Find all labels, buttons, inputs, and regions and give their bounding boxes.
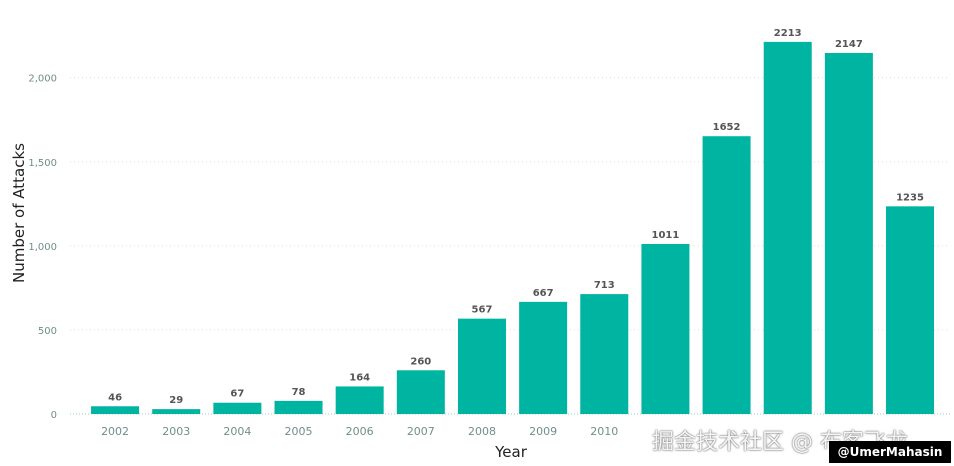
bar-2010 [580, 294, 629, 414]
data-label: 46 [108, 392, 122, 403]
x-tick-label: 2003 [162, 425, 190, 438]
data-label: 1652 [713, 122, 741, 133]
data-label: 1235 [896, 192, 924, 203]
gridlines [70, 77, 950, 415]
y-axis-title: Number of Attacks [10, 143, 28, 283]
bar-2006 [335, 386, 384, 414]
bars [91, 41, 935, 415]
x-tick-label: 2007 [407, 425, 435, 438]
data-labels: 46 29 67 78 164 260 567 667 713 1011 1652 2213 2147 1… [108, 28, 924, 406]
x-tick-label: 2009 [529, 425, 557, 438]
data-label: 2213 [774, 28, 802, 39]
data-label: 67 [230, 389, 244, 400]
x-tick-label: 2002 [101, 425, 129, 438]
y-tick-label: 2,000 [28, 74, 57, 85]
bar-2012 [702, 136, 751, 415]
y-tick-label: 1,500 [28, 158, 57, 169]
data-label: 1011 [652, 230, 680, 241]
bar-2004 [213, 402, 262, 414]
x-tick-label: 2006 [346, 425, 374, 438]
bar-2002 [91, 406, 140, 414]
data-label: 667 [533, 288, 554, 299]
bar-2008 [457, 318, 506, 414]
bar-2007 [396, 370, 445, 414]
bar-2005 [274, 400, 323, 414]
x-tick-label: 2010 [590, 425, 618, 438]
data-label: 29 [169, 395, 183, 406]
x-axis-ticks: 2002 2003 2004 2005 2006 2007 2008 2009 2010 [101, 425, 618, 438]
bar-2013 [763, 41, 812, 415]
credit-badge: @UmerMahasin [829, 441, 951, 463]
bar-2011 [641, 244, 690, 414]
data-label: 78 [292, 387, 306, 398]
data-label: 567 [472, 305, 493, 316]
data-label: 2147 [835, 39, 863, 50]
data-label: 713 [594, 280, 615, 291]
bar-2009 [519, 301, 568, 414]
bar-2003 [152, 409, 201, 414]
x-tick-label: 2008 [468, 425, 496, 438]
x-axis-title: Year [494, 443, 528, 461]
y-axis-ticks: 0 500 1,000 1,500 2,000 [28, 74, 57, 421]
y-tick-label: 500 [38, 326, 57, 337]
y-tick-label: 0 [51, 410, 57, 421]
data-label: 164 [349, 372, 370, 383]
bar-2014 [824, 52, 873, 415]
x-tick-label: 2004 [223, 425, 251, 438]
bar-2015 [886, 206, 935, 414]
y-tick-label: 1,000 [28, 242, 57, 253]
data-label: 260 [410, 356, 431, 367]
x-tick-label: 2005 [285, 425, 313, 438]
